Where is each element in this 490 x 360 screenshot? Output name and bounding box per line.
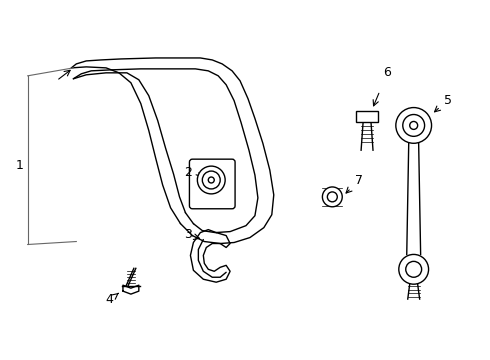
Text: 3: 3 bbox=[185, 228, 193, 241]
Text: 6: 6 bbox=[383, 66, 391, 79]
Circle shape bbox=[197, 166, 225, 194]
Circle shape bbox=[202, 171, 220, 189]
Bar bbox=[356, 111, 378, 122]
Circle shape bbox=[406, 261, 421, 277]
FancyBboxPatch shape bbox=[190, 159, 235, 209]
Text: 1: 1 bbox=[16, 159, 24, 172]
Text: 7: 7 bbox=[355, 174, 363, 186]
Text: 5: 5 bbox=[444, 94, 452, 107]
Circle shape bbox=[410, 121, 417, 129]
Circle shape bbox=[399, 255, 429, 284]
Circle shape bbox=[322, 187, 342, 207]
Circle shape bbox=[208, 177, 214, 183]
Circle shape bbox=[396, 108, 432, 143]
Circle shape bbox=[327, 192, 337, 202]
Circle shape bbox=[403, 114, 425, 136]
Text: 4: 4 bbox=[105, 293, 113, 306]
Text: 2: 2 bbox=[185, 166, 193, 179]
